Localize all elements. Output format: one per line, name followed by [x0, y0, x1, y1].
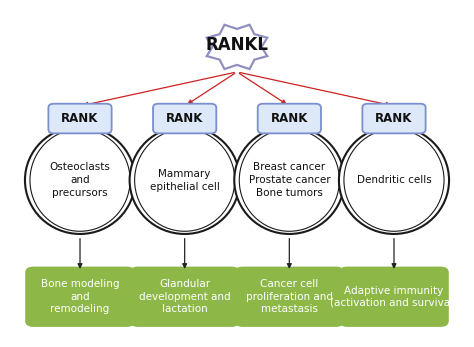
FancyBboxPatch shape [339, 266, 449, 327]
Text: Cancer cell
proliferation and
metastasis: Cancer cell proliferation and metastasis [246, 279, 333, 314]
FancyBboxPatch shape [48, 104, 112, 133]
Text: RANK: RANK [375, 112, 413, 125]
Text: Adaptive immunity
(activation and survival): Adaptive immunity (activation and surviv… [330, 286, 457, 308]
Text: RANK: RANK [271, 112, 308, 125]
FancyBboxPatch shape [258, 104, 321, 133]
Polygon shape [207, 25, 267, 69]
Text: RANKL: RANKL [206, 36, 268, 54]
Text: Glandular
development and
lactation: Glandular development and lactation [139, 279, 230, 314]
FancyBboxPatch shape [130, 266, 239, 327]
Ellipse shape [234, 126, 345, 234]
Text: Mammary
epithelial cell: Mammary epithelial cell [150, 169, 219, 192]
FancyBboxPatch shape [235, 266, 344, 327]
Ellipse shape [135, 129, 235, 231]
FancyBboxPatch shape [362, 104, 426, 133]
Ellipse shape [25, 126, 135, 234]
Text: Osteoclasts
and
precursors: Osteoclasts and precursors [50, 162, 110, 198]
Ellipse shape [239, 129, 339, 231]
Ellipse shape [129, 126, 240, 234]
Ellipse shape [339, 126, 449, 234]
Text: RANK: RANK [61, 112, 99, 125]
FancyBboxPatch shape [25, 266, 135, 327]
FancyBboxPatch shape [153, 104, 216, 133]
Text: RANK: RANK [166, 112, 203, 125]
Ellipse shape [30, 129, 130, 231]
Text: Breast cancer
Prostate cancer
Bone tumors: Breast cancer Prostate cancer Bone tumor… [248, 162, 330, 198]
Ellipse shape [344, 129, 444, 231]
Text: Bone modeling
and
remodeling: Bone modeling and remodeling [41, 279, 119, 314]
Text: Dendritic cells: Dendritic cells [356, 175, 431, 185]
